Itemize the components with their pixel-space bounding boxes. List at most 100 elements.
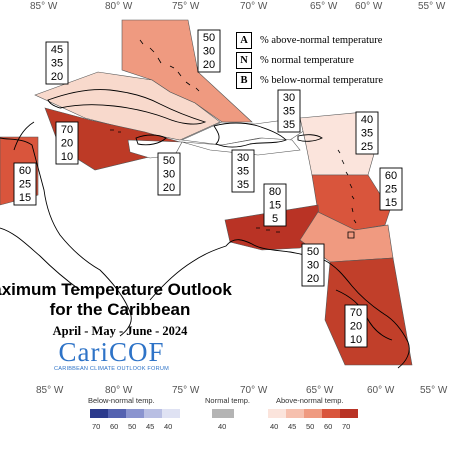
logo-subtitle: CARIBBEAN CLIMATE OUTLOOK FORUM [54, 366, 169, 372]
coast-hispaniola [213, 122, 287, 148]
above-normal-pct: 30 [237, 152, 249, 164]
lon-label-top: 60° W [355, 1, 383, 12]
lon-label-bottom: 65° W [306, 385, 334, 396]
key-letter: B [236, 71, 252, 89]
above-normal-pct: 50 [203, 32, 215, 44]
above-normal-tick: 70 [342, 422, 351, 431]
key-row-normal: N % normal temperature [236, 50, 436, 70]
coast-puerto-rico [297, 134, 323, 142]
above-normal-swatch [322, 409, 340, 418]
probability-box-frame [13, 162, 37, 206]
above-normal-pct: 30 [283, 92, 295, 104]
color-legend: Below-normal temp. Normal temp. Above-no… [80, 394, 380, 450]
below-normal-pct: 35 [237, 179, 249, 191]
region-polygons [0, 19, 413, 366]
below-normal-pct: 20 [163, 182, 175, 194]
logo-wordmark: CariCOF [58, 337, 165, 367]
islands-trinidad [347, 231, 355, 239]
above-normal-tick: 40 [270, 422, 279, 431]
longitude-top-labels: 85° W 80° W 75° W 70° W 65° W 60° W 55° … [30, 1, 446, 12]
normal-pct: 30 [203, 46, 215, 58]
below-normal-pct: 15 [385, 197, 397, 209]
probability-box-abc-islands: 80 155 [263, 183, 287, 227]
above-normal-swatch [286, 409, 304, 418]
caricof-logo: CariCOF CARIBBEAN CLIMATE OUTLOOK FORUM [44, 338, 179, 372]
normal-swatch [212, 409, 234, 418]
longitude-bottom-labels: 85° W 80° W 75° W 70° W 65° W 60° W 55° … [36, 385, 448, 396]
above-normal-swatch [340, 409, 358, 418]
below-normal-tick: 60 [110, 422, 119, 431]
probability-box-frame [45, 41, 69, 85]
probability-box-frame [277, 89, 301, 133]
below-normal-pct: 5 [272, 213, 278, 225]
normal-pct: 30 [163, 169, 175, 181]
probability-box-frame [231, 149, 255, 193]
lon-label-bottom: 55° W [420, 385, 448, 396]
coast-central-america [0, 137, 132, 337]
lon-label-bottom: 85° W [36, 385, 64, 396]
below-normal-swatch [144, 409, 162, 418]
coast-yucatan [13, 121, 35, 151]
lon-label-top: 75° W [172, 1, 200, 12]
lon-label-bottom: 80° W [105, 385, 133, 396]
probability-box-frame [157, 152, 181, 196]
above-normal-pct: 40 [361, 114, 373, 126]
above-normal-tick: 45 [288, 422, 297, 431]
below-normal-tick: 40 [164, 422, 173, 431]
normal-pct: 20 [350, 321, 362, 333]
below-normal-pct: 15 [19, 192, 31, 204]
below-normal-swatch [162, 409, 180, 418]
lon-label-top: 70° W [240, 1, 268, 12]
key-text: % below-normal temperature [260, 74, 384, 86]
coast-cuba [47, 89, 207, 125]
normal-label: Normal temp. [205, 396, 251, 405]
lon-label-bottom: 70° W [240, 385, 268, 396]
above-normal-pct: 60 [19, 165, 31, 177]
above-normal-pct: 70 [350, 307, 362, 319]
key-letter: A [236, 31, 252, 49]
outlook-period: April - May - June - 2024 [52, 324, 188, 338]
probability-box-frame [379, 167, 403, 211]
below-normal-pct: 35 [283, 119, 295, 131]
map-title-line2: for the Caribbean [49, 300, 191, 319]
below-normal-tick: 70 [92, 422, 101, 431]
below-normal-pct: 25 [361, 141, 373, 153]
probability-box-frame [55, 121, 79, 165]
normal-pct: 35 [361, 128, 373, 140]
lon-label-top: 65° W [310, 1, 338, 12]
lon-label-bottom: 60° W [367, 385, 395, 396]
below-normal-pct: 20 [203, 59, 215, 71]
normal-pct: 20 [61, 138, 73, 150]
small-islands [110, 39, 357, 239]
below-normal-pct: 10 [61, 151, 73, 163]
above-normal-swatch [268, 409, 286, 418]
normal-tick: 40 [218, 422, 227, 431]
key-row-above: A % above-normal temperature [236, 30, 436, 50]
lon-label-bottom: 75° W [172, 385, 200, 396]
probability-box-frame [197, 29, 221, 73]
normal-pct: 25 [19, 179, 31, 191]
below-normal-swatch [90, 409, 108, 418]
probability-box-frame [301, 243, 325, 287]
probability-key: A % above-normal temperature N % normal … [236, 30, 436, 90]
normal-pct: 35 [51, 58, 63, 70]
normal-pct: 35 [237, 166, 249, 178]
above-normal-pct: 70 [61, 124, 73, 136]
region-guianas [324, 257, 413, 366]
above-normal-pct: 80 [269, 186, 281, 198]
probability-box-frame [263, 183, 287, 227]
islands-bahamas [139, 39, 200, 92]
above-normal-pct: 50 [163, 155, 175, 167]
lon-label-top: 55° W [418, 1, 446, 12]
below-normal-swatch [108, 409, 126, 418]
islands-abc [256, 227, 280, 233]
key-row-below: B % below-normal temperature [236, 70, 436, 90]
